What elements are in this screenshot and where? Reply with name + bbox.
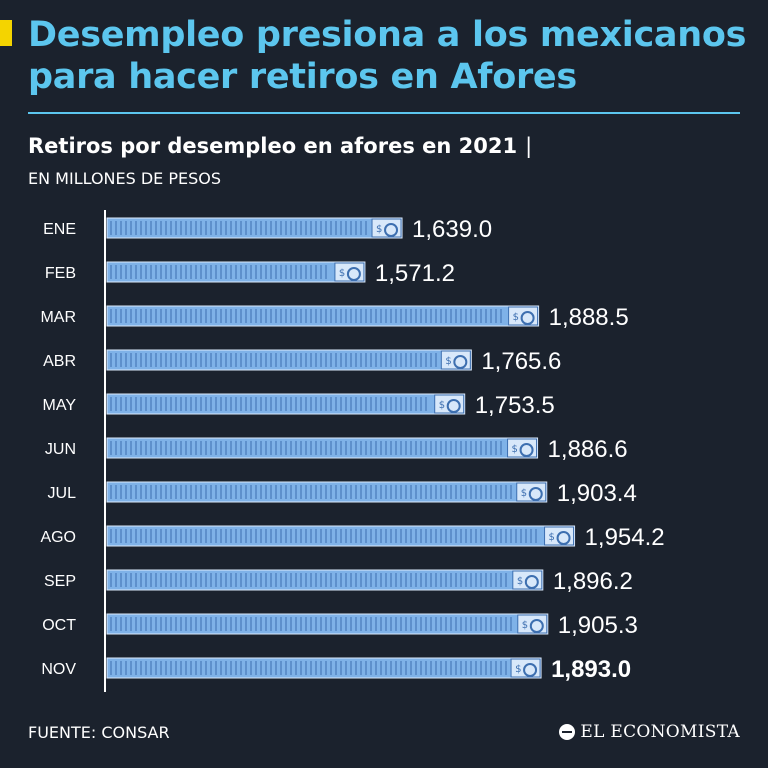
bar-oct: $ bbox=[106, 613, 549, 635]
value-label-ene: 1,639.0 bbox=[412, 216, 492, 243]
bar-jul: $ bbox=[106, 481, 548, 503]
category-label-jun: JUN bbox=[45, 441, 76, 458]
svg-text:$: $ bbox=[515, 664, 521, 675]
category-label-abr: ABR bbox=[43, 353, 76, 370]
title-divider bbox=[28, 112, 740, 114]
category-label-mar: MAR bbox=[40, 309, 76, 326]
bar-sep: $ bbox=[106, 569, 544, 591]
bar-abr: $ bbox=[106, 349, 472, 371]
svg-text:$: $ bbox=[549, 532, 555, 543]
svg-text:$: $ bbox=[521, 488, 527, 499]
svg-text:$: $ bbox=[445, 356, 451, 367]
value-label-mar: 1,888.5 bbox=[549, 304, 629, 331]
category-label-ene: ENE bbox=[43, 221, 76, 238]
category-label-feb: FEB bbox=[45, 265, 76, 282]
chart-title: Retiros por desempleo en afores en 2021 bbox=[28, 134, 518, 158]
value-label-jul: 1,903.4 bbox=[557, 480, 637, 507]
bar-chart: ENE $1,639.0 FEB $1,571.2 MAR $1,888.5 ABR $1,7… bbox=[40, 210, 665, 692]
title-accent-bar bbox=[0, 20, 12, 46]
logo-text: EL ECONOMISTA bbox=[580, 722, 740, 742]
bar-ago: $ bbox=[106, 525, 576, 547]
category-label-jul: JUL bbox=[48, 485, 77, 502]
category-label-ago: AGO bbox=[40, 529, 76, 546]
publisher-logo: EL ECONOMISTA bbox=[559, 722, 740, 742]
value-label-oct: 1,905.3 bbox=[558, 612, 638, 639]
bar-may: $ bbox=[106, 393, 466, 415]
value-label-sep: 1,896.2 bbox=[553, 568, 633, 595]
svg-text:$: $ bbox=[513, 312, 519, 323]
value-label-nov: 1,893.0 bbox=[551, 656, 631, 683]
category-label-sep: SEP bbox=[44, 573, 76, 590]
value-label-may: 1,753.5 bbox=[475, 392, 555, 419]
category-label-may: MAY bbox=[43, 397, 77, 414]
value-label-ago: 1,954.2 bbox=[585, 524, 665, 551]
source-note: FUENTE: CONSAR bbox=[28, 723, 170, 742]
value-label-jun: 1,886.6 bbox=[548, 436, 628, 463]
bar-mar: $ bbox=[106, 305, 540, 327]
page-title: Desempleo presiona a los mexicanos para … bbox=[28, 15, 747, 97]
svg-text:$: $ bbox=[522, 620, 528, 631]
bar-jun: $ bbox=[106, 437, 539, 459]
chart-bars: ENE $1,639.0 FEB $1,571.2 MAR $1,888.5 ABR $1,7… bbox=[40, 216, 664, 683]
svg-text:$: $ bbox=[339, 268, 345, 279]
category-label-oct: OCT bbox=[42, 617, 76, 634]
chart-title-row: Retiros por desempleo en afores en 2021 | bbox=[28, 133, 532, 159]
svg-text:$: $ bbox=[512, 444, 518, 455]
value-label-feb: 1,571.2 bbox=[375, 260, 455, 287]
chart-units: EN MILLONES DE PESOS bbox=[28, 169, 222, 188]
svg-text:$: $ bbox=[439, 400, 445, 411]
category-label-nov: NOV bbox=[41, 661, 76, 678]
chart-title-separator: | bbox=[525, 134, 533, 158]
value-label-abr: 1,765.6 bbox=[481, 348, 561, 375]
bar-feb: $ bbox=[106, 261, 366, 283]
bar-nov: $ bbox=[106, 657, 542, 679]
bar-ene: $ bbox=[106, 217, 403, 239]
svg-text:$: $ bbox=[376, 224, 382, 235]
logo-mark-icon bbox=[559, 724, 576, 740]
svg-text:$: $ bbox=[517, 576, 523, 587]
